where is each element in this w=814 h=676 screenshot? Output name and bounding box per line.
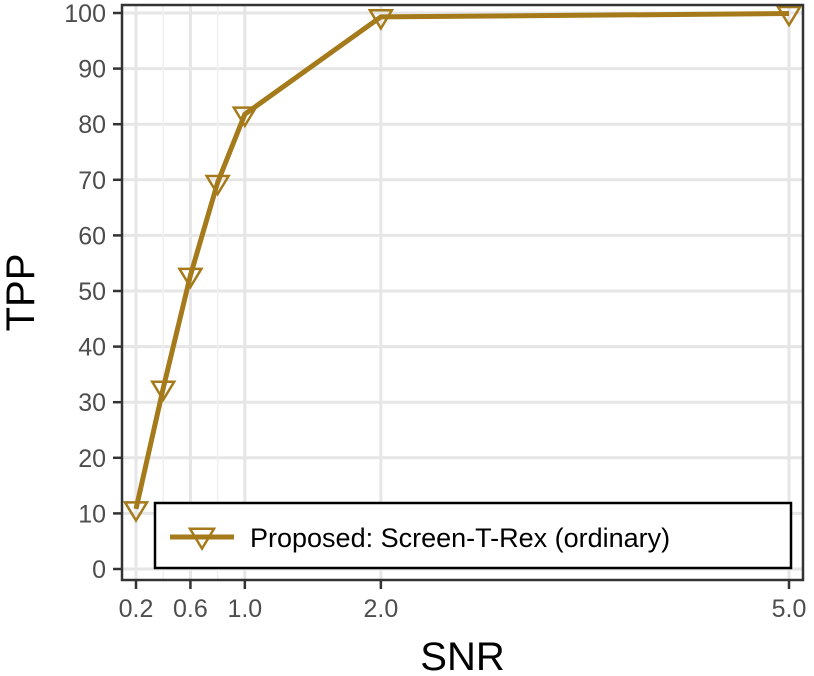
y-tick-label: 20	[78, 445, 106, 473]
grid	[122, 5, 803, 580]
x-tick-label: 2.0	[363, 595, 398, 623]
legend-box	[153, 501, 793, 570]
data-point-marker	[149, 380, 177, 403]
series-line	[133, 11, 790, 510]
y-tick-label: 10	[78, 500, 106, 528]
y-tick-label: 90	[78, 56, 106, 84]
x-tick-label: 0.2	[119, 595, 154, 623]
y-tick-label: 0	[92, 556, 106, 584]
data-point-marker	[122, 501, 150, 523]
legend-key-marker	[187, 527, 217, 552]
y-tick-label: 50	[78, 278, 106, 306]
x-axis-title: SNR	[420, 635, 504, 676]
legend-label: Proposed: Screen-T-Rex (ordinary)	[250, 523, 670, 553]
y-tick-label: 70	[78, 167, 106, 195]
data-point-marker	[231, 106, 259, 129]
y-tick-label: 80	[78, 111, 106, 139]
data-point-marker	[367, 9, 395, 31]
y-tick-label: 100	[64, 0, 106, 28]
data-point-marker	[775, 5, 803, 28]
plot-panel-border	[120, 3, 805, 582]
axis-tick-labels: 0 10 20 30 40 50 60 70 80 90 100 0.2 0.6 1.0 2.0 5.0	[64, 0, 806, 623]
y-tick-label: 40	[78, 334, 106, 362]
x-tick-label: 0.6	[173, 595, 208, 623]
data-point-marker	[204, 174, 231, 197]
y-tick-label: 60	[78, 222, 106, 250]
x-tick-label: 5.0	[772, 595, 807, 623]
axis-ticks	[113, 11, 791, 589]
y-axis-title: TPP	[0, 254, 43, 332]
series-layer	[122, 5, 803, 523]
data-point-marker	[177, 267, 204, 290]
x-tick-label: 1.0	[227, 595, 262, 623]
legend: Proposed: Screen-T-Rex (ordinary)	[153, 501, 793, 570]
y-tick-label: 30	[78, 389, 106, 417]
